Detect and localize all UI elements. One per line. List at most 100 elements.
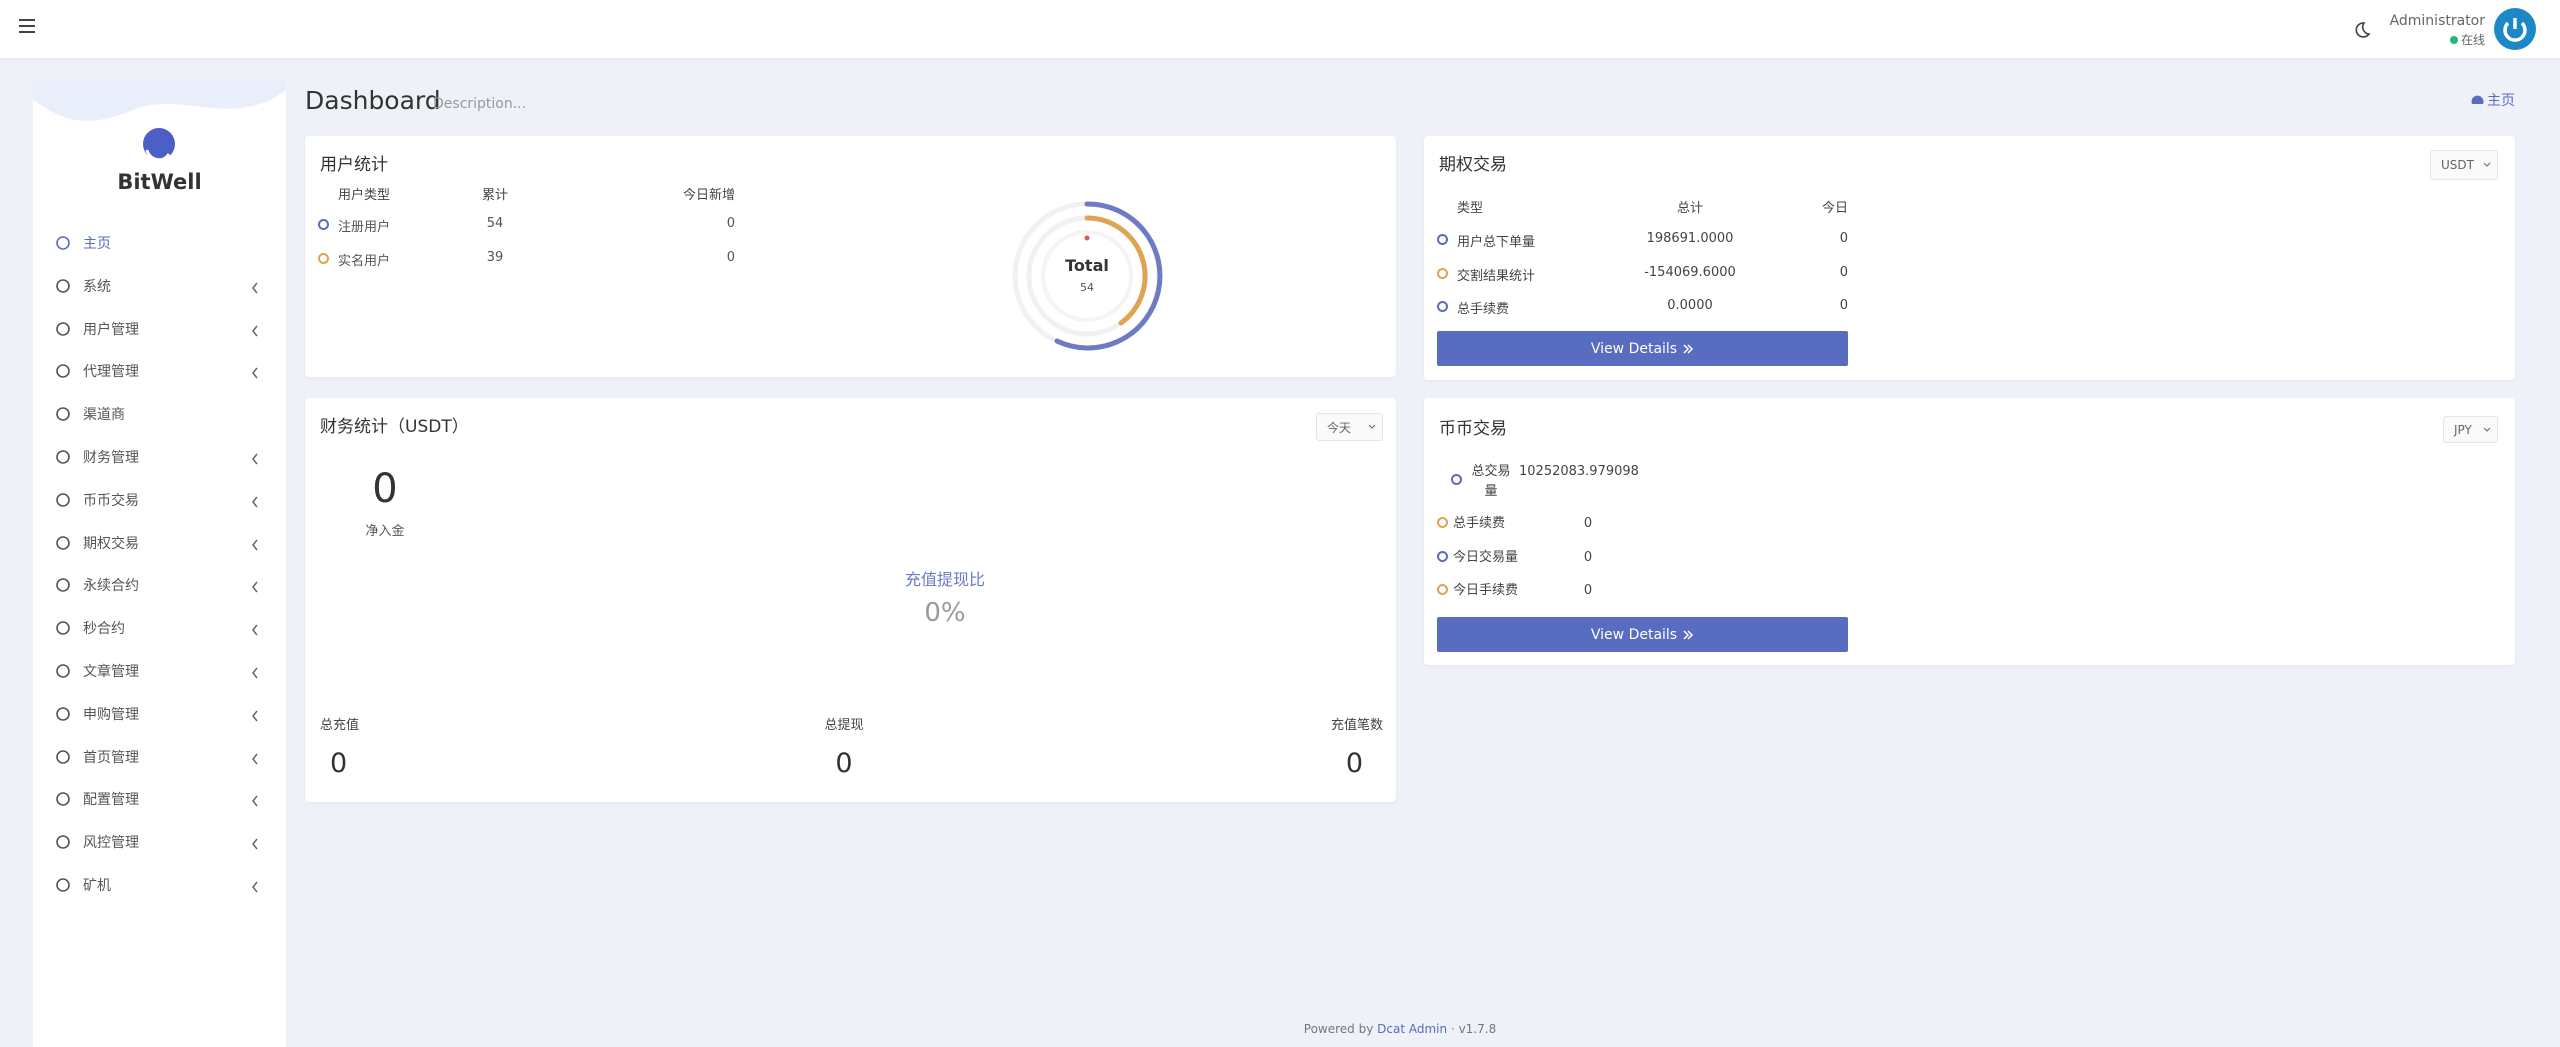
currency-select[interactable]: USDT <box>2430 150 2498 180</box>
menu-icon <box>56 535 70 550</box>
user-status: 在线 <box>2449 31 2485 48</box>
menu-item[interactable]: 秒合约 <box>83 621 125 638</box>
user-name[interactable]: Administrator <box>2389 13 2485 29</box>
ratio-value: 0% <box>924 598 966 628</box>
submenu-arrow[interactable] <box>251 838 259 850</box>
row-value: 0 <box>1583 516 1593 531</box>
donut <box>1012 201 1163 351</box>
view-details-button[interactable]: View Details <box>1437 331 1848 366</box>
menu-item[interactable]: 系统 <box>83 278 111 295</box>
submenu-arrow[interactable] <box>251 367 259 379</box>
footer-link[interactable]: Dcat Admin <box>1377 1022 1448 1036</box>
submenu-arrow[interactable] <box>251 539 259 551</box>
table-cell: 198691.0000 <box>1646 231 1734 246</box>
menu-item[interactable]: 期权交易 <box>83 535 139 552</box>
submenu-arrow[interactable] <box>251 282 259 294</box>
footer-prefix: Powered by <box>1303 1022 1374 1036</box>
menu-item[interactable]: 首页管理 <box>83 749 139 766</box>
status-dot <box>1437 584 1448 595</box>
submenu-arrow[interactable] <box>251 881 259 893</box>
submenu-arrow[interactable] <box>251 581 259 593</box>
status-dot <box>1437 550 1448 562</box>
menu-item[interactable]: 矿机 <box>83 878 111 894</box>
select-text[interactable]: JPY <box>2454 422 2472 437</box>
menu-item[interactable]: 渠道商 <box>83 407 125 424</box>
menu-item[interactable]: 币币交易 <box>83 492 139 509</box>
breadcrumb-text[interactable]: 主页 <box>2487 93 2515 109</box>
theme-toggle[interactable] <box>2353 21 2371 39</box>
submenu-arrow[interactable] <box>251 325 259 337</box>
view-details-button[interactable]: View Details <box>1437 617 1848 652</box>
status-dot <box>1437 267 1448 279</box>
status-dot <box>1451 474 1462 485</box>
menu-icon <box>56 664 70 678</box>
submenu-arrow[interactable] <box>251 753 259 765</box>
menu-item[interactable]: 代理管理 <box>83 364 139 381</box>
topbar: Administrator 在线 <box>0 0 2560 58</box>
breadcrumb[interactable]: 主页 <box>2471 90 2515 110</box>
row-label: 总交易量 <box>1471 464 1511 499</box>
table-header: 类型 <box>1457 201 1484 216</box>
menu-icon <box>56 578 70 593</box>
table-cell: 0 <box>726 216 735 231</box>
finance-card: 财务统计（USDT） 今天 0 净入金 充值提现比 0% 总充值 0 总提现 0 充值笔… <box>305 398 1396 802</box>
table-cell: 实名用户 <box>338 254 391 269</box>
table-header: 今日新增 <box>682 188 735 203</box>
card-title: 币币交易 <box>1439 419 1507 439</box>
donut-value: 54 <box>1080 281 1094 294</box>
table-cell: 0 <box>726 250 735 265</box>
menu-toggle[interactable] <box>19 19 35 33</box>
total-label: 充值笔数 <box>1330 718 1383 733</box>
button-text[interactable]: View Details <box>1590 626 1678 643</box>
submenu-arrow[interactable] <box>251 624 259 636</box>
card-title: 期权交易 <box>1439 155 1507 175</box>
user-stats-card: 用户统计 Total 54 用户类型 累计 今日新增 注册用户 54 0 实名用户 39 0 <box>305 136 1396 377</box>
net-label: 净入金 <box>365 524 405 539</box>
menu-item[interactable]: 用户管理 <box>83 321 139 338</box>
table-cell: 0 <box>1839 298 1848 313</box>
submenu-arrow[interactable] <box>251 453 259 465</box>
submenu-arrow[interactable] <box>251 667 259 679</box>
submenu-arrow[interactable] <box>251 710 259 722</box>
table-cell: 0.0000 <box>1667 298 1713 313</box>
menu-item[interactable]: 风控管理 <box>83 835 139 852</box>
table-cell: -154069.6000 <box>1644 264 1736 280</box>
button-text[interactable]: View Details <box>1590 340 1678 357</box>
table-cell: 用户总下单量 <box>1457 235 1536 250</box>
footer: Powered by Dcat Admin · v1.7.8 <box>1303 1022 1497 1036</box>
menu-item[interactable]: 申购管理 <box>83 706 139 723</box>
submenu-arrow[interactable] <box>251 795 259 807</box>
select-text[interactable]: 今天 <box>1327 420 1352 435</box>
row-value: 0 <box>1583 583 1593 598</box>
select-text[interactable]: USDT <box>2441 158 2474 172</box>
menu-item[interactable]: 配置管理 <box>83 792 139 809</box>
menu-icon <box>56 706 70 721</box>
net-value: 0 <box>372 466 398 512</box>
menu-icon <box>56 321 70 336</box>
menu-item[interactable]: 主页 <box>83 236 111 252</box>
submenu-arrow[interactable] <box>251 496 259 508</box>
menu-item[interactable]: 财务管理 <box>83 450 139 466</box>
status-dot <box>1437 517 1448 528</box>
row-label: 总手续费 <box>1453 516 1506 531</box>
status-dot <box>1437 234 1448 245</box>
status-dot <box>1437 301 1448 312</box>
brand: BitWell <box>117 170 202 194</box>
currency-select[interactable]: JPY <box>2443 416 2498 443</box>
status-dot <box>318 219 329 230</box>
menu-icon <box>56 364 70 379</box>
page-title: Dashboard <box>305 86 441 115</box>
menu-icon <box>56 835 70 849</box>
table-header: 累计 <box>481 188 508 203</box>
page-description: Description... <box>433 96 527 112</box>
table-cell: 0 <box>1839 264 1848 280</box>
options-trade-card: 期权交易 USDT View Details 类型 总计 今日 用户总下单量 19869… <box>1424 136 2515 380</box>
menu-item[interactable]: 文章管理 <box>83 664 139 680</box>
avatar[interactable] <box>2494 8 2536 50</box>
period-select[interactable]: 今天 <box>1316 413 1383 441</box>
menu-icon <box>56 792 70 807</box>
total-value: 0 <box>835 748 853 779</box>
table-cell: 总手续费 <box>1457 302 1510 317</box>
menu-item[interactable]: 永续合约 <box>83 578 139 595</box>
